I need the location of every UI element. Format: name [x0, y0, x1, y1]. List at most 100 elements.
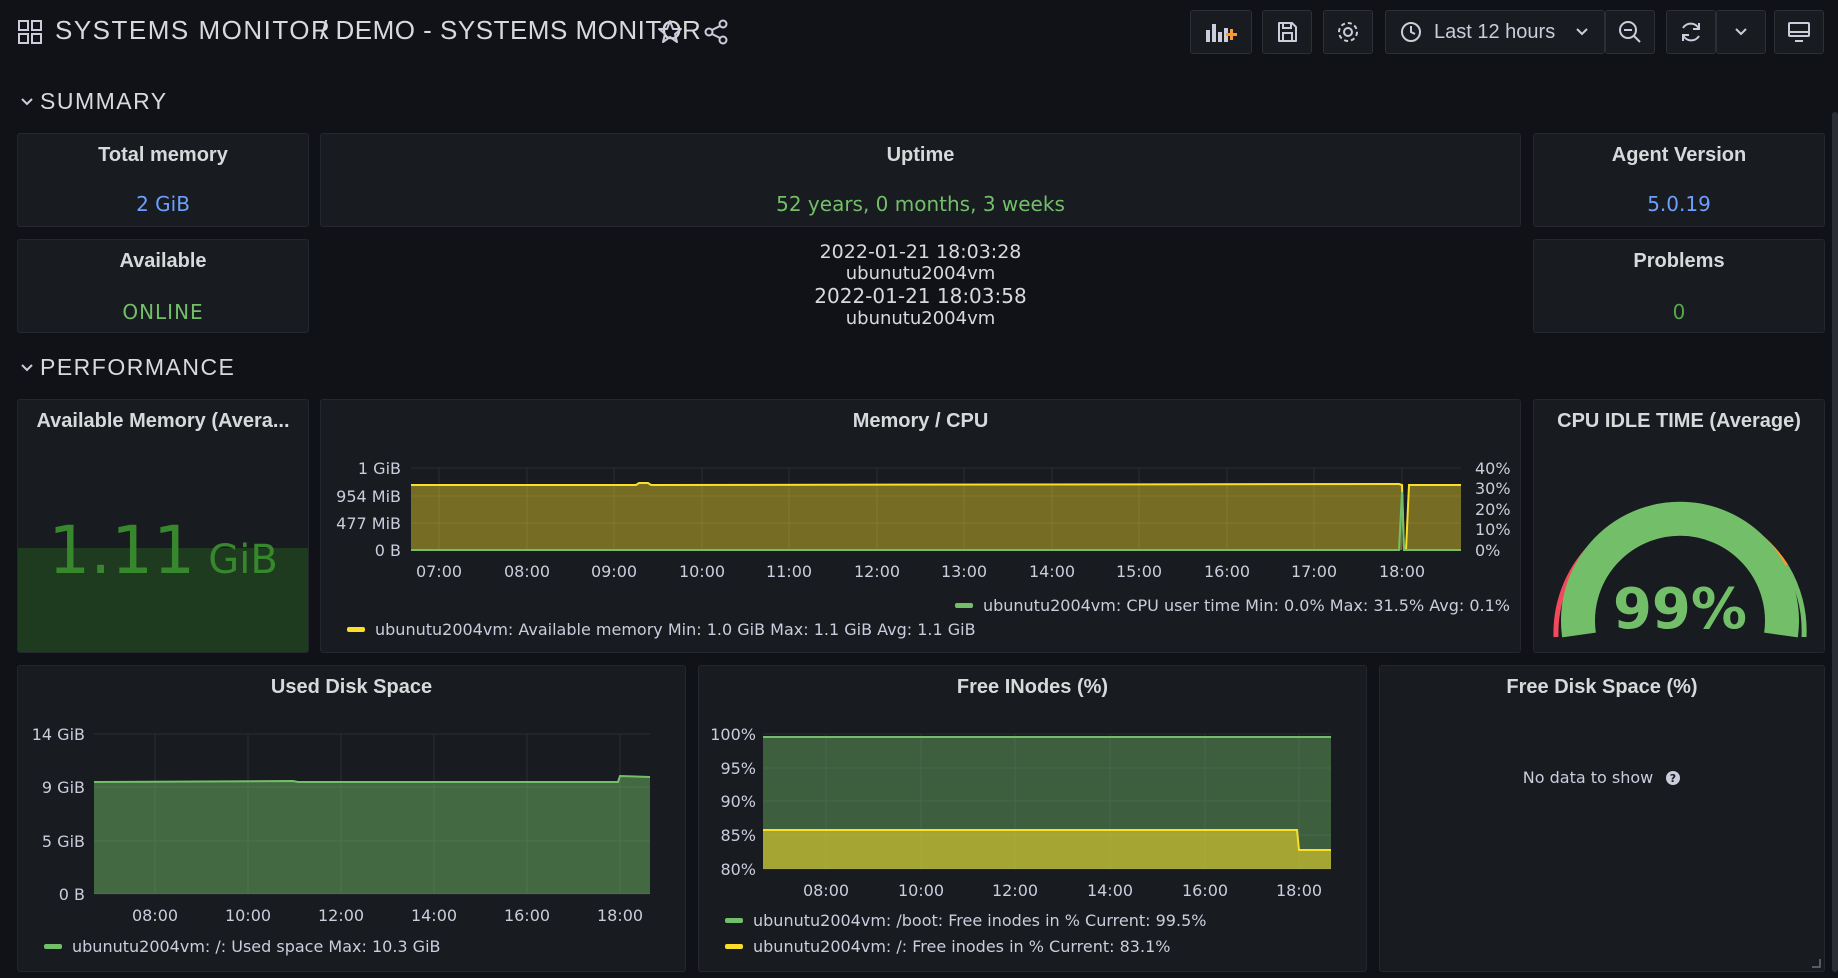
- legend-swatch: [725, 944, 743, 949]
- legend-root-inodes[interactable]: ubunutu2004vm: /: Free inodes in % Curre…: [725, 937, 1170, 956]
- x-tick: 17:00: [1291, 562, 1337, 581]
- x-tick: 18:00: [1379, 562, 1425, 581]
- chevron-down-icon: [21, 363, 33, 371]
- x-tick: 12:00: [992, 881, 1038, 900]
- panel-title: Available: [119, 250, 207, 272]
- legend-swatch: [954, 603, 973, 608]
- panel-available-memory[interactable]: Available Memory (Avera... 1.11 GiB: [17, 399, 309, 653]
- y-tick: 85%: [720, 826, 756, 845]
- scrollbar[interactable]: [1832, 112, 1838, 972]
- panel-title: Free Disk Space (%): [1506, 676, 1698, 698]
- x-ticks: 07:00 08:00 09:00 10:00 11:00 12:00 13:0…: [416, 562, 1425, 581]
- x-tick: 13:00: [941, 562, 987, 581]
- cpu-user-line: [411, 491, 1461, 551]
- x-ticks: 08:00 10:00 12:00 14:00 16:00 18:00: [132, 906, 643, 925]
- panel-problems[interactable]: Problems 0: [1533, 239, 1825, 333]
- time-picker-button[interactable]: Last 12 hours: [1385, 10, 1605, 54]
- event-time: 2022-01-21 18:03:28: [819, 241, 1022, 263]
- legend-swatch: [347, 627, 365, 632]
- x-tick: 16:00: [1204, 562, 1250, 581]
- memory-cpu-chart: 1 GiB 954 MiB 477 MiB 0 B 40% 30% 20% 10…: [336, 459, 1511, 581]
- no-data-label: No data to show: [1522, 768, 1654, 787]
- y-tick: 0 B: [375, 541, 401, 560]
- panel-memory-cpu[interactable]: Memory / CPU 1 GiB 954 MiB 477 MiB 0 B 4…: [320, 399, 1521, 653]
- clock-icon: [1401, 22, 1421, 42]
- gear-icon: [1338, 22, 1358, 42]
- legend-label: ubunutu2004vm: Available memory Min: 1.0…: [375, 620, 976, 639]
- panel-total-memory[interactable]: Total memory 2 GiB: [17, 133, 309, 227]
- panel-used-disk[interactable]: Used Disk Space 14 GiB 9 GiB 5 GiB 0 B 0…: [17, 665, 686, 972]
- x-tick: 11:00: [766, 562, 812, 581]
- event-host: ubunutu2004vm: [845, 308, 996, 329]
- stat-value: 0: [1672, 300, 1686, 324]
- y-tick: 90%: [720, 792, 756, 811]
- svg-text:?: ?: [1670, 772, 1676, 785]
- used-space-area: [94, 776, 650, 894]
- root-inodes-line: [763, 829, 1331, 851]
- legend-used-space[interactable]: ubunutu2004vm: /: Used space Max: 10.3 G…: [44, 937, 441, 956]
- legend-cpu-user[interactable]: ubunutu2004vm: CPU user time Min: 0.0% M…: [954, 596, 1510, 615]
- panel-agent-version[interactable]: Agent Version 5.0.19: [1533, 133, 1825, 227]
- resize-handle-icon[interactable]: [1811, 958, 1821, 968]
- chevron-down-icon: [1735, 28, 1747, 36]
- x-tick: 08:00: [803, 881, 849, 900]
- refresh-icon: [1682, 22, 1700, 42]
- row-performance[interactable]: PERFORMANCE: [20, 354, 235, 381]
- panel-cpu-idle[interactable]: CPU IDLE TIME (Average) 99%: [1533, 399, 1825, 653]
- y-tick: 40%: [1475, 459, 1511, 478]
- legend-available-memory[interactable]: ubunutu2004vm: Available memory Min: 1.0…: [347, 620, 976, 639]
- y-tick: 14 GiB: [32, 725, 85, 744]
- row-summary[interactable]: SUMMARY: [20, 88, 168, 115]
- refresh-interval-dropdown[interactable]: [1716, 10, 1766, 54]
- x-tick: 14:00: [411, 906, 457, 925]
- legend-swatch: [725, 918, 743, 923]
- add-panel-icon: [1206, 24, 1237, 42]
- stat-value: 5.0.19: [1647, 192, 1711, 216]
- tv-mode-button[interactable]: [1774, 10, 1824, 54]
- star-icon[interactable]: [657, 19, 683, 45]
- top-navbar: SYSTEMS MONITOR / DEMO - SYSTEMS MONITOR: [0, 0, 1838, 64]
- y-tick: 100%: [710, 725, 756, 744]
- panel-available[interactable]: Available ONLINE: [17, 239, 309, 333]
- legend-label: ubunutu2004vm: /: Used space Max: 10.3 G…: [72, 937, 441, 956]
- y-tick: 5 GiB: [42, 832, 85, 851]
- share-icon[interactable]: [703, 19, 729, 45]
- dashboards-grid-icon[interactable]: [18, 20, 42, 44]
- x-tick: 10:00: [679, 562, 725, 581]
- row-title: PERFORMANCE: [40, 354, 236, 380]
- dashboard-settings-button[interactable]: [1323, 10, 1373, 54]
- panel-free-disk[interactable]: Free Disk Space (%) No data to show ?: [1379, 665, 1825, 972]
- zoom-out-icon: [1619, 21, 1641, 43]
- x-tick: 16:00: [504, 906, 550, 925]
- available-memory-area: [411, 483, 1402, 550]
- refresh-button[interactable]: [1666, 10, 1716, 54]
- x-ticks: 08:00 10:00 12:00 14:00 16:00 18:00: [803, 881, 1322, 900]
- x-tick: 09:00: [591, 562, 637, 581]
- gauge-threshold-green: [1783, 564, 1807, 638]
- help-icon[interactable]: ?: [1665, 770, 1681, 786]
- breadcrumb-folder[interactable]: SYSTEMS MONITOR: [55, 15, 332, 45]
- zoom-out-button[interactable]: [1605, 10, 1655, 54]
- y-tick: 9 GiB: [42, 778, 85, 797]
- row-title: SUMMARY: [40, 88, 168, 114]
- y-ticks: 14 GiB 9 GiB 5 GiB 0 B: [32, 725, 85, 904]
- panel-uptime[interactable]: Uptime 52 years, 0 months, 3 weeks: [320, 133, 1521, 227]
- time-range-label: Last 12 hours: [1434, 20, 1556, 43]
- panel-free-inodes[interactable]: Free INodes (%) 100% 95% 90% 85% 80% 08:…: [698, 665, 1367, 972]
- legend-label: ubunutu2004vm: /: Free inodes in % Curre…: [753, 937, 1171, 956]
- dashboard-title[interactable]: / DEMO - SYSTEMS MONITOR: [320, 15, 702, 45]
- stat-value: 1.11 GiB: [18, 512, 308, 589]
- x-tick: 07:00: [416, 562, 462, 581]
- legend-boot-inodes[interactable]: ubunutu2004vm: /boot: Free inodes in % C…: [725, 911, 1206, 930]
- panel-title: Uptime: [886, 144, 955, 166]
- add-panel-button[interactable]: [1190, 10, 1252, 54]
- no-data-message: No data to show ?: [1380, 768, 1824, 787]
- used-space-line: [93, 774, 651, 783]
- y-tick: 10%: [1475, 520, 1511, 539]
- y-tick: 95%: [720, 759, 756, 778]
- save-dashboard-button[interactable]: [1262, 10, 1312, 54]
- used-disk-chart: 14 GiB 9 GiB 5 GiB 0 B 08:00 10:00 12:00…: [32, 725, 651, 925]
- y-tick: 1 GiB: [358, 459, 401, 478]
- x-tick: 08:00: [504, 562, 550, 581]
- available-memory-area: [1402, 485, 1461, 550]
